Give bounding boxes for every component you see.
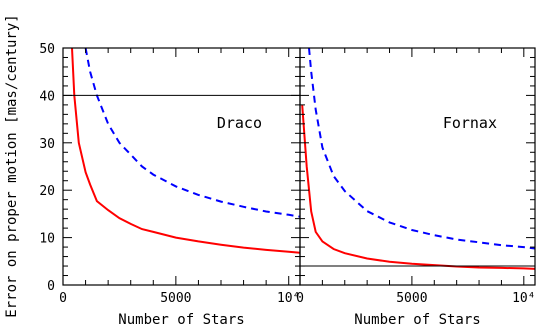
- draco-solid-series-line: [71, 48, 300, 254]
- draco-dashed-series-line: [84, 48, 300, 218]
- y-tick-label: 50: [39, 42, 55, 57]
- fornax-x-axis-label: Number of Stars: [354, 312, 480, 328]
- y-tick-label: 20: [39, 184, 55, 199]
- y-tick-label: 40: [39, 89, 55, 104]
- fornax-x-tick-label: 5000: [396, 291, 427, 306]
- draco-panel-label: Draco: [217, 114, 262, 132]
- y-tick-label: 0: [47, 279, 55, 294]
- fornax-frame: [299, 47, 536, 286]
- draco-x-tick-label: 5000: [160, 291, 191, 306]
- draco-x-tick-label: 0: [59, 291, 67, 306]
- fornax-dashed-series-line: [308, 48, 535, 250]
- y-axis-label: Error on proper motion [mas/century]: [4, 14, 20, 317]
- draco-x-tick-label: 10⁴: [277, 291, 300, 306]
- fornax-x-tick-label: 10⁴: [512, 291, 535, 306]
- fornax-x-tick-label: 0: [296, 291, 304, 306]
- draco-x-axis-label: Number of Stars: [118, 312, 244, 328]
- fornax-panel-label: Fornax: [443, 114, 497, 132]
- y-tick-label: 30: [39, 137, 55, 152]
- fornax-solid-series-line: [301, 104, 535, 270]
- y-tick-label: 10: [39, 232, 55, 247]
